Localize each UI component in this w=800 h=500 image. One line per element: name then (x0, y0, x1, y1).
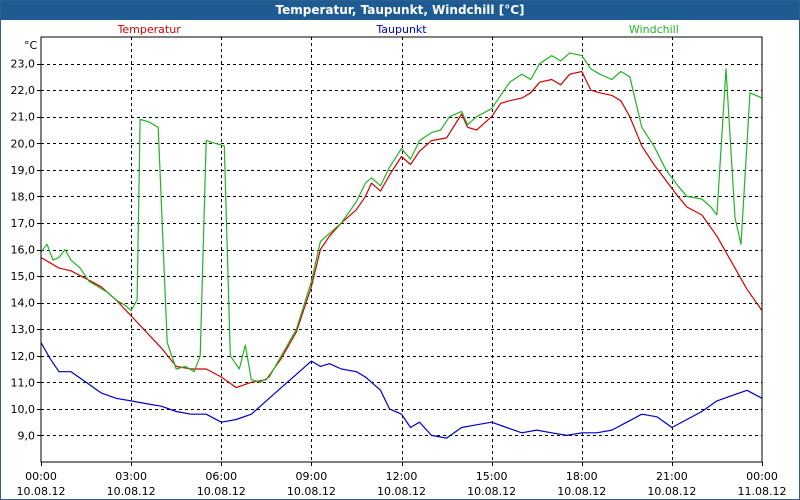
y-tick-label: 20,0 (11, 137, 36, 150)
x-tick-time: 15:00 (476, 470, 508, 483)
y-tick-label: 12,0 (11, 350, 36, 363)
series-line-taupunkt (40, 342, 763, 439)
y-tick-label: 22,0 (11, 84, 36, 97)
x-tick-time: 03:00 (115, 470, 147, 483)
x-tick-date: 10.08.12 (647, 485, 696, 498)
grid-lines (41, 37, 762, 462)
x-tick-time: 00:00 (25, 470, 57, 483)
y-tick-label: 18,0 (11, 190, 36, 203)
window-title: Temperatur, Taupunkt, Windchill [°C] (1, 1, 799, 20)
x-tick-time: 06:00 (205, 470, 237, 483)
legend-entry-windchill: Windchill (629, 23, 679, 36)
y-tick-label: 19,0 (11, 164, 36, 177)
x-tick-time: 18:00 (566, 470, 598, 483)
x-tick-date: 10.08.12 (107, 485, 156, 498)
x-tick-date: 10.08.12 (17, 485, 66, 498)
y-tick-label: 9,0 (18, 429, 36, 442)
x-axis-ticks: 00:00 10.08.12 03:00 10.08.12 06:00 10.08.12 0… (17, 462, 787, 498)
series-lines (40, 52, 763, 439)
x-tick-date: 10.08.12 (197, 485, 246, 498)
series-line-temperatur (40, 70, 763, 389)
x-tick-time: 09:00 (296, 470, 328, 483)
y-axis-ticks: 9,0 10,0 11,0 12,0 13,0 14,0 15,0 16,0 17,0 18,0 1… (11, 58, 41, 442)
x-tick-date: 10.08.12 (287, 485, 336, 498)
x-tick-date: 10.08.12 (467, 485, 516, 498)
series-line-windchill (40, 52, 763, 383)
x-tick-date: 10.08.12 (377, 485, 426, 498)
y-tick-label: 13,0 (11, 323, 36, 336)
y-tick-label: 17,0 (11, 217, 36, 230)
x-tick-time: 12:00 (386, 470, 418, 483)
legend: Temperatur Taupunkt Windchill (117, 23, 679, 36)
y-tick-label: 16,0 (11, 244, 36, 257)
x-tick-date: 11.08.12 (738, 485, 787, 498)
x-tick-date: 10.08.12 (557, 485, 606, 498)
y-axis-label: °C (24, 39, 38, 52)
legend-entry-taupunkt: Taupunkt (375, 23, 427, 36)
plot-frame (40, 36, 763, 463)
x-tick-time: 21:00 (656, 470, 688, 483)
y-tick-label: 10,0 (11, 403, 36, 416)
y-tick-label: 23,0 (11, 58, 36, 71)
y-tick-label: 11,0 (11, 376, 36, 389)
y-tick-label: 21,0 (11, 111, 36, 124)
y-tick-label: 14,0 (11, 297, 36, 310)
legend-entry-temperatur: Temperatur (117, 23, 182, 36)
y-tick-label: 15,0 (11, 270, 36, 283)
x-tick-time: 00:00 (746, 470, 778, 483)
